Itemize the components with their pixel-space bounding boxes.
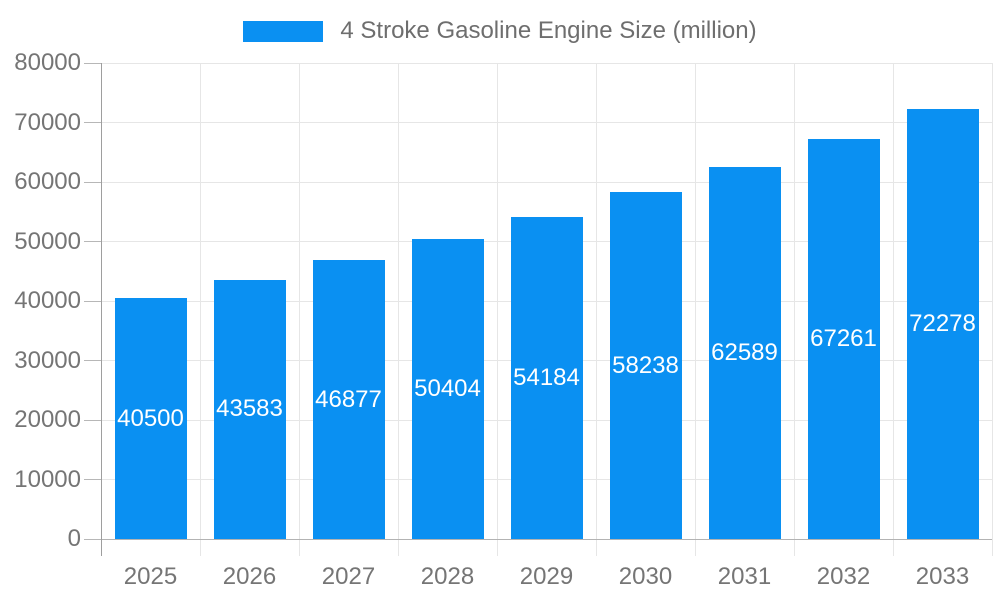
bar-value-label: 54184 [513,363,580,391]
y-tick-label: 10000 [14,465,81,493]
h-gridline [101,62,992,64]
x-tick-label: 2025 [123,563,178,590]
v-gridline [892,63,894,556]
v-gridline [595,63,597,556]
y-axis-line [100,63,102,556]
y-tick-label: 0 [67,525,81,552]
x-tick-label: 2032 [816,563,871,590]
v-gridline [397,63,399,556]
legend-item[interactable]: 4 Stroke Gasoline Engine Size (million) [243,17,757,45]
x-tick-label: 2033 [915,563,970,590]
bar-value-label: 62589 [711,338,778,366]
y-tick-label: 30000 [14,346,81,374]
v-gridline [991,63,993,556]
h-gridline [101,181,992,183]
y-tick-label: 40000 [14,287,81,314]
v-gridline [496,63,498,556]
bar[interactable] [510,216,583,539]
h-gridline [101,122,992,123]
y-tick-mark [84,360,101,361]
v-gridline [793,63,795,556]
v-gridline [298,63,300,556]
bar-value-label: 58238 [612,351,679,379]
bar-value-label: 72278 [909,309,976,337]
legend-label: 4 Stroke Gasoline Engine Size (million) [340,17,757,44]
bar[interactable] [807,138,880,539]
bar-value-label: 43583 [216,395,283,423]
bar-value-label: 40500 [117,404,184,432]
y-tick-mark [84,62,101,64]
y-tick-mark [84,181,101,183]
bar[interactable] [411,239,484,539]
x-axis-line [101,538,992,540]
y-tick-label: 70000 [14,108,81,136]
x-tick-label: 2029 [519,563,574,590]
y-tick-label: 20000 [14,406,81,433]
bar[interactable] [213,279,286,539]
bar-value-label: 50404 [414,375,481,403]
bar[interactable] [708,166,781,539]
legend-swatch-icon [243,20,324,42]
v-gridline [694,63,696,556]
y-tick-mark [84,479,101,480]
bar[interactable] [114,298,187,539]
x-tick-label: 2027 [321,563,376,590]
bar[interactable] [906,108,979,539]
bar-value-label: 67261 [810,324,877,352]
x-tick-label: 2030 [618,563,673,590]
y-tick-label: 60000 [14,168,81,195]
y-tick-mark [84,241,101,242]
y-tick-label: 50000 [14,227,81,255]
plot-area: 0 10000 20000 30000 40000 50000 60000 70000 8000… [14,49,993,590]
y-tick-mark [84,122,101,123]
y-tick-mark [84,300,101,302]
x-tick-label: 2031 [717,563,772,590]
bar[interactable] [312,260,385,539]
legend: 4 Stroke Gasoline Engine Size (million) [0,17,1000,45]
y-tick-mark [84,538,101,540]
v-gridline [199,63,201,556]
bar[interactable] [609,192,682,539]
bar-value-label: 46877 [315,385,382,413]
x-tick-label: 2028 [420,563,475,590]
y-tick-mark [84,419,101,421]
x-tick-label: 2026 [222,563,277,590]
y-tick-label: 80000 [14,49,81,76]
